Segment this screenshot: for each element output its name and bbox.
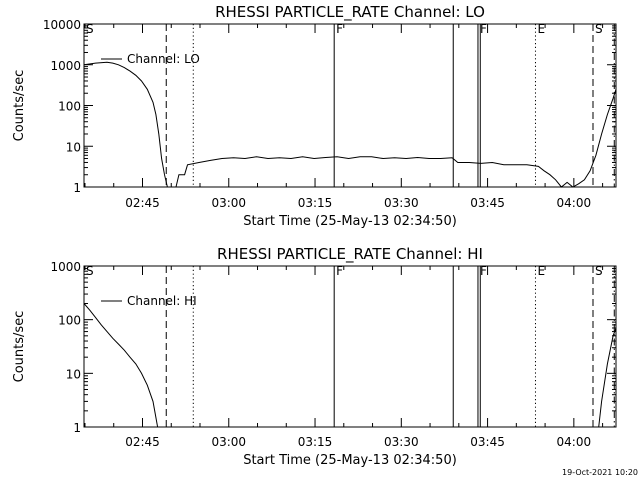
x-tick-label: 03:15 (298, 196, 333, 210)
y-tick-label: 1000 (50, 59, 81, 73)
chart-title: RHESSI PARTICLE_RATE Channel: HI (217, 245, 483, 264)
y-tick-label: 1 (73, 181, 81, 195)
plot-frame (83, 265, 617, 428)
x-tick-label: 03:45 (470, 196, 505, 210)
y-tick-label: 10 (66, 140, 81, 154)
chart-panel-lo: RHESSI PARTICLE_RATE Channel: LO S F F E S 1 10… (12, 3, 617, 229)
y-axis-label: Counts/sec (12, 311, 27, 383)
x-tick-label: 04:00 (557, 435, 592, 449)
event-marker-label: F (480, 22, 487, 36)
x-tick-label: 03:30 (384, 435, 419, 449)
x-tick-label: 02:45 (125, 435, 160, 449)
y-tick-label: 100 (58, 100, 81, 114)
footer-timestamp: 19-Oct-2021 10:20 (562, 468, 638, 477)
series-line-0 (83, 61, 617, 188)
event-marker-label: S (595, 22, 603, 36)
y-tick-label: 100 (58, 314, 81, 328)
x-axis-label: Start Time (25-May-13 02:34:50) (243, 453, 457, 468)
x-tick-label: 04:00 (557, 196, 592, 210)
y-tick-label: 10 (66, 367, 81, 381)
event-marker-label: F (336, 22, 343, 36)
legend-label: Channel: LO (127, 52, 200, 66)
y-axis-label: Counts/sec (12, 70, 27, 142)
series-line-0 (83, 303, 617, 428)
y-tick-label: 10000 (43, 18, 81, 32)
x-tick-label: 03:45 (470, 435, 505, 449)
x-axis-label: Start Time (25-May-13 02:34:50) (243, 214, 457, 229)
plot-frame (83, 23, 617, 188)
x-tick-label: 03:15 (298, 435, 333, 449)
y-tick-label: 1000 (50, 260, 81, 274)
y-tick-label: 1 (73, 421, 81, 435)
event-marker-label: S (86, 264, 94, 278)
x-tick-label: 03:00 (211, 435, 246, 449)
x-tick-label: 03:00 (211, 196, 246, 210)
event-marker-label: S (86, 22, 94, 36)
legend-label: Channel: HI (127, 294, 197, 308)
event-marker-label: S (595, 264, 603, 278)
event-marker-label: F (480, 264, 487, 278)
x-tick-label: 02:45 (125, 196, 160, 210)
chart-title: RHESSI PARTICLE_RATE Channel: LO (215, 3, 485, 22)
event-marker-label: E (537, 264, 545, 278)
event-marker-label: F (336, 264, 343, 278)
event-marker-label: E (537, 22, 545, 36)
chart-panel-hi: RHESSI PARTICLE_RATE Channel: HI S F F E S 1 10… (12, 245, 617, 468)
x-tick-label: 03:30 (384, 196, 419, 210)
